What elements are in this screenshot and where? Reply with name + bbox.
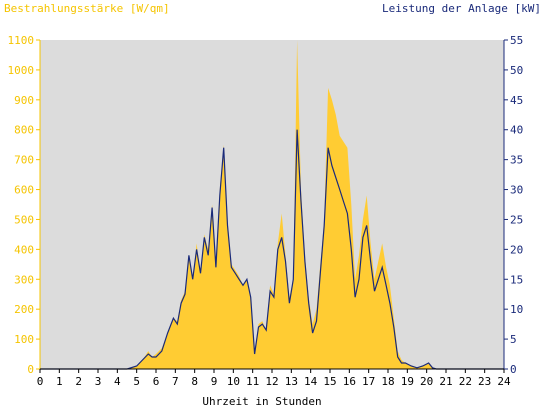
- right-tick-label: 30: [510, 184, 523, 197]
- x-tick-label: 17: [362, 375, 375, 388]
- right-tick-label: 55: [510, 34, 523, 47]
- x-tick-label: 23: [478, 375, 491, 388]
- x-tick-label: 22: [459, 375, 472, 388]
- x-tick-label: 9: [211, 375, 218, 388]
- x-tick-label: 24: [497, 375, 511, 388]
- right-tick-label: 5: [510, 333, 517, 346]
- x-tick-label: 13: [285, 375, 298, 388]
- x-tick-label: 16: [343, 375, 356, 388]
- x-tick-label: 0: [37, 375, 44, 388]
- right-tick-label: 40: [510, 124, 523, 137]
- x-tick-label: 3: [95, 375, 102, 388]
- left-tick-label: 100: [14, 333, 34, 346]
- left-tick-label: 500: [14, 213, 34, 226]
- left-tick-label: 0: [27, 363, 34, 376]
- irradiance-area: [40, 40, 504, 369]
- right-tick-label: 15: [510, 273, 523, 286]
- left-tick-label: 700: [14, 154, 34, 167]
- right-axis-label: Leistung der Anlage [kW]: [382, 2, 541, 15]
- x-tick-label: 5: [133, 375, 140, 388]
- x-tick-label: 18: [381, 375, 394, 388]
- right-tick-label: 45: [510, 94, 523, 107]
- right-tick-label: 10: [510, 303, 523, 316]
- right-tick-label: 50: [510, 64, 523, 77]
- left-tick-label: 400: [14, 243, 34, 256]
- x-tick-label: 14: [304, 375, 318, 388]
- x-axis-label: Uhrzeit in Stunden: [202, 395, 321, 408]
- x-tick-label: 7: [172, 375, 179, 388]
- left-tick-label: 200: [14, 303, 34, 316]
- right-tick-label: 25: [510, 213, 523, 226]
- right-tick-label: 20: [510, 243, 523, 256]
- left-tick-label: 1100: [8, 34, 35, 47]
- x-tick-label: 21: [439, 375, 452, 388]
- right-tick-label: 35: [510, 154, 523, 167]
- x-tick-label: 1: [56, 375, 63, 388]
- x-tick-label: 10: [227, 375, 240, 388]
- left-axis-label: Bestrahlungsstärke [W/qm]: [4, 2, 170, 15]
- x-tick-label: 12: [265, 375, 278, 388]
- x-tick-label: 4: [114, 375, 121, 388]
- right-tick-label: 0: [510, 363, 517, 376]
- x-tick-label: 19: [401, 375, 414, 388]
- x-tick-label: 8: [191, 375, 198, 388]
- x-tick-label: 20: [420, 375, 433, 388]
- left-tick-label: 300: [14, 273, 34, 286]
- x-tick-label: 2: [75, 375, 82, 388]
- left-tick-label: 800: [14, 124, 34, 137]
- left-tick-label: 1000: [8, 64, 35, 77]
- power-line: [40, 129, 504, 370]
- x-tick-label: 6: [153, 375, 160, 388]
- left-tick-label: 900: [14, 94, 34, 107]
- x-tick-label: 15: [323, 375, 336, 388]
- left-tick-label: 600: [14, 184, 34, 197]
- x-tick-label: 11: [246, 375, 259, 388]
